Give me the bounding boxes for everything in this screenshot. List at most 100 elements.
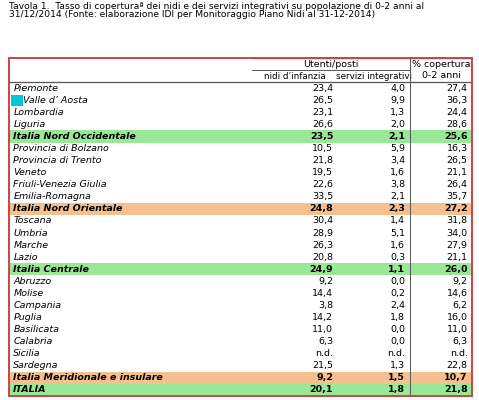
Text: Emilia-Romagna: Emilia-Romagna — [13, 192, 91, 201]
Text: 26,3: 26,3 — [312, 241, 333, 250]
Text: 5,9: 5,9 — [390, 144, 405, 153]
Text: 11,0: 11,0 — [312, 325, 333, 334]
Text: 14,6: 14,6 — [446, 289, 468, 298]
Text: 21,1: 21,1 — [446, 253, 468, 262]
Text: 24,9: 24,9 — [309, 265, 333, 274]
Text: Liguria: Liguria — [13, 120, 46, 129]
Text: 1,1: 1,1 — [388, 265, 405, 274]
Text: Italia Nord Occidentale: Italia Nord Occidentale — [13, 132, 136, 141]
Text: 21,5: 21,5 — [312, 361, 333, 370]
Bar — [9, 203, 472, 215]
Text: Italia Nord Orientale: Italia Nord Orientale — [13, 204, 123, 213]
Text: 30,4: 30,4 — [312, 216, 333, 226]
Text: 26,6: 26,6 — [312, 120, 333, 129]
Text: Friuli-Venezia Giulia: Friuli-Venezia Giulia — [13, 180, 107, 189]
Text: 10,5: 10,5 — [312, 144, 333, 153]
Text: Provincia di Bolzano: Provincia di Bolzano — [13, 144, 109, 153]
Text: nidi d’infanzia: nidi d’infanzia — [264, 72, 326, 81]
Text: 2,3: 2,3 — [388, 204, 405, 213]
Text: 14,2: 14,2 — [312, 313, 333, 322]
Text: Toscana: Toscana — [13, 216, 52, 226]
Text: 27,9: 27,9 — [446, 241, 468, 250]
Text: 21,8: 21,8 — [444, 386, 468, 394]
Text: 26,0: 26,0 — [444, 265, 468, 274]
Text: Molise: Molise — [13, 289, 44, 298]
Text: 22,6: 22,6 — [312, 180, 333, 189]
Text: Piemonte: Piemonte — [13, 84, 58, 93]
Text: Umbria: Umbria — [13, 228, 48, 238]
Text: Provincia di Trento: Provincia di Trento — [13, 156, 102, 165]
Text: 21,1: 21,1 — [446, 168, 468, 177]
Text: Sicilia: Sicilia — [13, 349, 41, 358]
Text: 27,2: 27,2 — [444, 204, 468, 213]
Text: Italia Meridionale e insulare: Italia Meridionale e insulare — [13, 373, 163, 382]
Text: Marche: Marche — [13, 241, 48, 250]
Text: 3,8: 3,8 — [390, 180, 405, 189]
Text: 2,1: 2,1 — [390, 192, 405, 201]
Text: 5,1: 5,1 — [390, 228, 405, 238]
Text: 10,7: 10,7 — [444, 373, 468, 382]
Text: 1,3: 1,3 — [390, 361, 405, 370]
Text: Italia Centrale: Italia Centrale — [13, 265, 89, 274]
Text: 34,0: 34,0 — [446, 228, 468, 238]
Text: 23,1: 23,1 — [312, 108, 333, 117]
Text: 16,0: 16,0 — [446, 313, 468, 322]
Text: Lazio: Lazio — [13, 253, 38, 262]
Text: 1,8: 1,8 — [390, 313, 405, 322]
Text: 0,0: 0,0 — [390, 325, 405, 334]
Text: Campania: Campania — [13, 301, 61, 310]
Text: 6,3: 6,3 — [318, 337, 333, 346]
Text: Basilicata: Basilicata — [13, 325, 59, 334]
Text: 1,5: 1,5 — [388, 373, 405, 382]
Text: 31/12/2014 (Fonte: elaborazione IDI per Monitoraggio Piano Nidi al 31-12-2014): 31/12/2014 (Fonte: elaborazione IDI per … — [9, 10, 375, 19]
Text: 2,0: 2,0 — [390, 120, 405, 129]
Text: Valle d’ Aosta: Valle d’ Aosta — [23, 96, 87, 105]
Bar — [9, 384, 472, 396]
Text: 16,3: 16,3 — [446, 144, 468, 153]
Text: 2,1: 2,1 — [388, 132, 405, 141]
Text: 19,5: 19,5 — [312, 168, 333, 177]
Text: 9,2: 9,2 — [318, 277, 333, 286]
Text: Calabria: Calabria — [13, 337, 53, 346]
Bar — [9, 372, 472, 384]
Text: ITALIA: ITALIA — [13, 386, 47, 394]
Text: 0,0: 0,0 — [390, 337, 405, 346]
Text: 11,0: 11,0 — [446, 325, 468, 334]
Text: % copertura
0-2 anni: % copertura 0-2 anni — [412, 60, 470, 80]
Text: Abruzzo: Abruzzo — [13, 277, 52, 286]
Text: n.d.: n.d. — [450, 349, 468, 358]
Text: 28,6: 28,6 — [446, 120, 468, 129]
Text: 1,3: 1,3 — [390, 108, 405, 117]
Text: 35,7: 35,7 — [446, 192, 468, 201]
Text: 3,8: 3,8 — [318, 301, 333, 310]
Bar — [11, 95, 23, 106]
Text: 33,5: 33,5 — [312, 192, 333, 201]
Text: 24,8: 24,8 — [309, 204, 333, 213]
Text: servizi integrativi: servizi integrativi — [336, 72, 412, 81]
Text: 3,4: 3,4 — [390, 156, 405, 165]
Text: Veneto: Veneto — [13, 168, 46, 177]
Text: 25,6: 25,6 — [444, 132, 468, 141]
Text: 1,6: 1,6 — [390, 168, 405, 177]
Text: 21,8: 21,8 — [312, 156, 333, 165]
Text: 6,2: 6,2 — [453, 301, 468, 310]
Text: 20,8: 20,8 — [312, 253, 333, 262]
Text: 0,2: 0,2 — [390, 289, 405, 298]
Text: Puglia: Puglia — [13, 313, 42, 322]
Text: 20,1: 20,1 — [310, 386, 333, 394]
Bar — [9, 263, 472, 275]
Text: 9,2: 9,2 — [453, 277, 468, 286]
Text: 14,4: 14,4 — [312, 289, 333, 298]
Text: 24,4: 24,4 — [446, 108, 468, 117]
Bar — [9, 130, 472, 142]
Text: 1,8: 1,8 — [388, 386, 405, 394]
Text: 23,5: 23,5 — [310, 132, 333, 141]
Text: 2,4: 2,4 — [390, 301, 405, 310]
Text: 22,8: 22,8 — [446, 361, 468, 370]
Text: 1,4: 1,4 — [390, 216, 405, 226]
Text: 6,3: 6,3 — [453, 337, 468, 346]
Text: 0,0: 0,0 — [390, 277, 405, 286]
Text: 26,5: 26,5 — [446, 156, 468, 165]
Text: 26,4: 26,4 — [446, 180, 468, 189]
Text: 28,9: 28,9 — [312, 228, 333, 238]
